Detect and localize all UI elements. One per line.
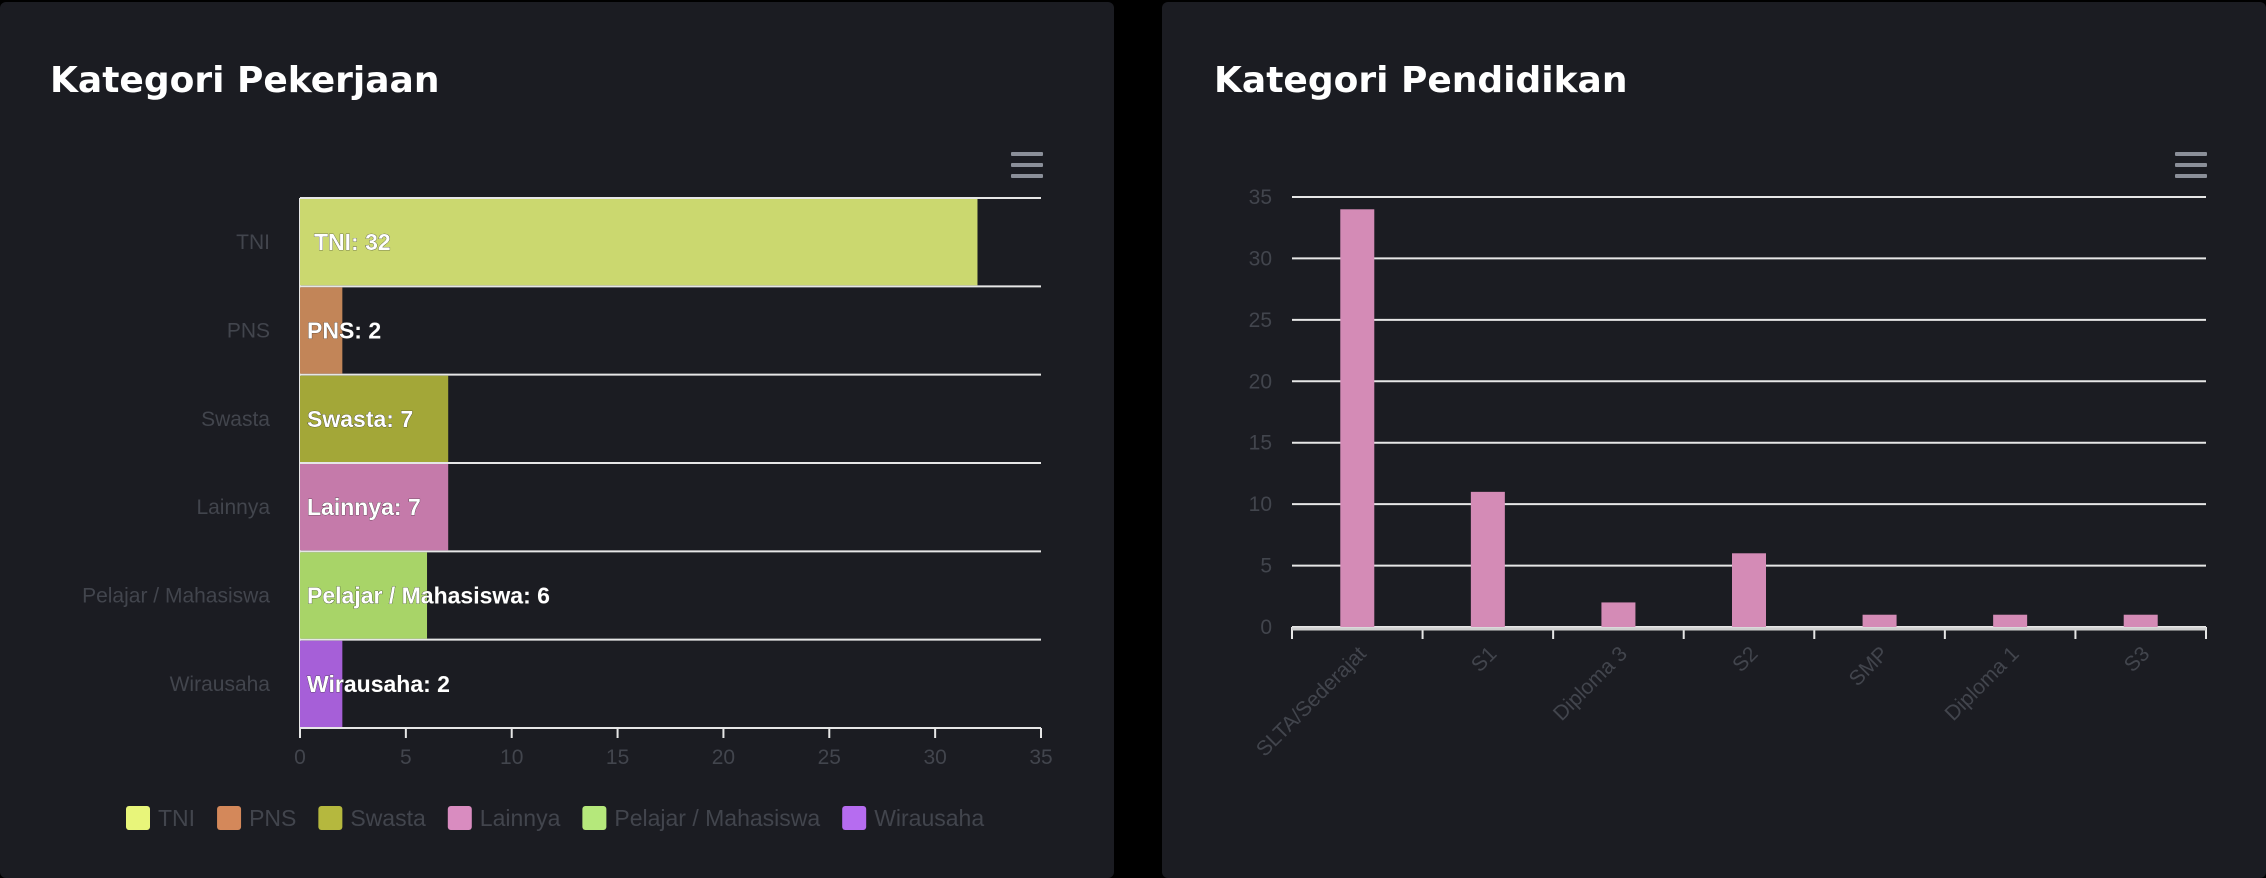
education-chart-card: Kategori Pendidikan 0 5 10 15 20 25 30 35 SLTA/S… (1162, 2, 2266, 878)
bar-tni (300, 199, 978, 286)
data-label-wirausaha: Wirausaha: 2 (307, 671, 450, 697)
x-tick-label: 30 (923, 746, 946, 769)
x-tick-label: 10 (500, 746, 523, 769)
legend-item-pns[interactable]: PNS (217, 805, 296, 831)
legend-swatch (126, 806, 150, 830)
legend-item-pelajar-mahasiswa[interactable]: Pelajar / Mahasiswa (582, 805, 820, 831)
legend-swatch (217, 806, 242, 830)
legend-label: Swasta (350, 805, 426, 831)
legend-label: Lainnya (480, 805, 561, 831)
bar-s2 (1732, 553, 1766, 627)
education-chart-menu-icon[interactable] (2175, 152, 2207, 178)
bar-swasta (300, 375, 449, 462)
y-tick-label: 25 (1249, 309, 1272, 332)
x-tick-label: 0 (294, 746, 306, 769)
x-tick-label: 25 (818, 746, 841, 769)
bar-pns (300, 287, 343, 374)
y-tick-label: 5 (1260, 555, 1272, 578)
legend-item-swasta[interactable]: Swasta (318, 805, 426, 831)
occupation-chart-title: Kategori Pekerjaan (50, 60, 440, 101)
bar-s1 (1470, 491, 1505, 627)
data-label-tni: TNI: 32 (314, 229, 391, 255)
bar-diploma-3 (1601, 602, 1636, 627)
bar-smp (1862, 614, 1897, 627)
data-label-lainnya: Lainnya: 7 (307, 494, 421, 520)
legend-label: Wirausaha (874, 805, 984, 831)
legend-swatch (447, 806, 472, 830)
x-category-label-diploma-3: Diploma 3 (1549, 642, 1632, 725)
category-label-pelajar-mahasiswa: Pelajar / Mahasiswa (82, 585, 270, 608)
x-tick-label: 15 (606, 746, 629, 769)
x-category-label-slta-sederajat: SLTA/Sederajat (1252, 642, 1371, 761)
bar-wirausaha (300, 640, 343, 727)
data-label-pns: PNS: 2 (307, 318, 381, 344)
x-tick-label: 20 (712, 746, 735, 769)
category-label-tni: TNI (236, 231, 270, 254)
legend-label: PNS (249, 805, 296, 831)
bar-lainnya (300, 464, 449, 551)
x-category-label-smp: SMP (1845, 642, 1893, 690)
legend-item-wirausaha[interactable]: Wirausaha (842, 805, 984, 831)
occupation-chart-menu-icon[interactable] (1011, 152, 1043, 178)
legend-item-tni[interactable]: TNI (126, 805, 195, 831)
x-category-label-s2: S2 (1728, 642, 1762, 676)
category-label-swasta: Swasta (201, 408, 270, 431)
occupation-chart-card: Kategori Pekerjaan TNI TNI: 32 PNS PNS: 2 Sw… (0, 2, 1114, 878)
category-label-lainnya: Lainnya (196, 496, 270, 519)
legend-label: TNI (158, 805, 195, 831)
education-chart-title: Kategori Pendidikan (1214, 60, 1628, 101)
y-tick-label: 35 (1249, 186, 1272, 209)
occupation-bar-chart: TNI TNI: 32 PNS PNS: 2 Swasta Swasta: 7 Lainny… (82, 197, 1053, 831)
x-tick-label: 5 (400, 746, 412, 769)
bar-diploma-1 (1993, 614, 2028, 627)
category-label-pns: PNS (227, 320, 270, 343)
data-label-swasta: Swasta: 7 (307, 406, 413, 432)
x-category-label-s1: S1 (1467, 642, 1501, 676)
y-tick-label: 30 (1249, 247, 1272, 270)
legend-swatch (318, 806, 343, 830)
x-tick-label: 35 (1029, 746, 1052, 769)
bar-s3 (2123, 614, 2158, 627)
y-tick-label: 10 (1249, 493, 1272, 516)
x-category-label-s3: S3 (2120, 642, 2154, 676)
category-label-wirausaha: Wirausaha (170, 673, 271, 696)
legend-swatch (842, 806, 867, 830)
data-label-pelajar-mahasiswa: Pelajar / Mahasiswa: 6 (307, 583, 550, 609)
x-category-label-diploma-1: Diploma 1 (1941, 642, 2024, 725)
legend-item-lainnya[interactable]: Lainnya (447, 805, 561, 831)
y-tick-label: 15 (1249, 432, 1272, 455)
legend-label: Pelajar / Mahasiswa (614, 805, 820, 831)
bar-pelajar-mahasiswa (300, 552, 428, 639)
education-bar-chart: 0 5 10 15 20 25 30 35 SLTA/Sederajat S1 Diploma 3 S… (1249, 186, 2207, 761)
y-tick-label: 0 (1260, 616, 1272, 639)
y-tick-label: 20 (1249, 370, 1272, 393)
legend-swatch (582, 806, 607, 830)
bar-slta-sederajat (1340, 209, 1375, 628)
